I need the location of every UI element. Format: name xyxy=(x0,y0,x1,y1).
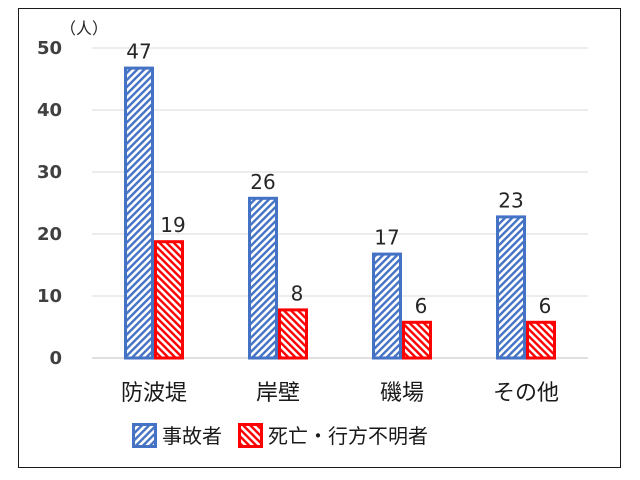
legend: 事故者 死亡・行方不明者 xyxy=(132,423,428,448)
data-label: 47 xyxy=(126,40,151,64)
bar-accidents xyxy=(372,252,402,360)
legend-swatch xyxy=(238,423,263,448)
legend-label: 事故者 xyxy=(162,424,222,448)
y-tick-label: 40 xyxy=(37,100,62,121)
bar-accidents xyxy=(124,66,154,360)
data-label: 17 xyxy=(374,226,399,250)
y-tick-label: 30 xyxy=(37,162,62,183)
data-label: 23 xyxy=(498,188,523,212)
data-label: 6 xyxy=(415,294,428,318)
data-label: 19 xyxy=(160,213,185,237)
data-label: 26 xyxy=(250,170,275,194)
bars: 47 19 26 8 17 6 23 6 xyxy=(124,40,556,360)
bar-fatalities xyxy=(402,320,432,360)
x-axis: 防波堤 岸壁 磯場 その他 xyxy=(121,381,559,406)
legend-swatch xyxy=(132,423,157,448)
bar-fatalities xyxy=(278,308,308,360)
bar-fatalities xyxy=(526,320,556,360)
legend-label: 死亡・行方不明者 xyxy=(268,424,428,448)
y-tick-label: 50 xyxy=(37,38,62,59)
bar-accidents xyxy=(496,215,526,360)
x-tick-label: その他 xyxy=(493,381,559,406)
data-label: 8 xyxy=(291,281,304,305)
x-tick-label: 岸壁 xyxy=(256,381,300,406)
x-tick-label: 防波堤 xyxy=(121,381,187,406)
x-tick-label: 磯場 xyxy=(380,381,424,406)
y-axis-unit-label: （人） xyxy=(60,19,108,38)
y-axis: 0 10 20 30 40 50 xyxy=(37,38,62,369)
bar-accidents xyxy=(248,196,278,360)
y-tick-label: 0 xyxy=(49,348,62,369)
y-tick-label: 20 xyxy=(37,224,62,245)
bar-fatalities xyxy=(154,240,184,360)
data-label: 6 xyxy=(539,294,552,318)
y-tick-label: 10 xyxy=(37,286,62,307)
